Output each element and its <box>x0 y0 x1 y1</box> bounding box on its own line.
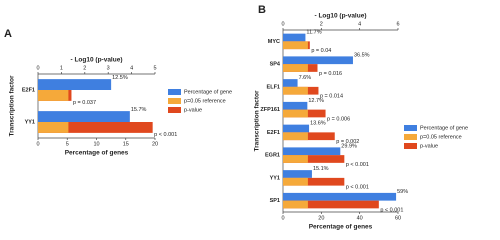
p-value-label: p = 0.04 <box>311 48 331 54</box>
legend-label: p=0.05 reference <box>184 98 226 104</box>
bar <box>38 79 112 90</box>
bar <box>283 192 397 201</box>
p-value-label: p = 0.002 <box>336 139 359 145</box>
bar <box>283 79 298 87</box>
y-axis-label: Transcription factor <box>254 90 261 152</box>
bar <box>38 122 153 133</box>
y-tick-label: MYC <box>268 39 280 45</box>
panel-label: B <box>258 4 266 16</box>
bar <box>38 111 130 122</box>
bar <box>283 56 353 65</box>
bar <box>283 132 308 141</box>
legend-label: p-value <box>184 107 202 113</box>
x-tick-label: 5 <box>66 141 69 147</box>
x2-axis-label: - Log10 (p-value) <box>70 57 122 64</box>
p-value-label: p < 0.001 <box>154 132 177 138</box>
value-label: 59% <box>397 189 408 195</box>
legend-label: p=0.05 reference <box>420 134 462 140</box>
p-value-label: p = 0.014 <box>320 94 343 100</box>
legend-swatch <box>168 89 181 95</box>
panel-label: A <box>4 28 12 40</box>
bar <box>283 200 379 209</box>
bar <box>283 33 306 42</box>
p-value-label: p < 0.001 <box>380 207 403 213</box>
value-label: 11.7% <box>306 30 321 36</box>
x2-tick-label: 4 <box>130 65 133 71</box>
y-tick-label: SP1 <box>270 198 280 204</box>
y-tick-label: E2F1 <box>267 130 280 136</box>
p-value-label: p = 0.037 <box>73 100 96 106</box>
value-label: 36.5% <box>354 52 370 58</box>
x-tick-label: 40 <box>357 215 363 221</box>
x2-tick-label: 4 <box>358 21 361 27</box>
x-tick-label: 15 <box>123 141 129 147</box>
bar <box>38 122 69 133</box>
y-tick-label: YY1 <box>25 119 35 125</box>
x-tick-label: 20 <box>152 141 158 147</box>
x2-tick-label: 5 <box>153 65 156 71</box>
value-label: 13.6% <box>310 121 326 127</box>
x-axis-label: Percentage of genes <box>65 150 129 157</box>
y-tick-label: ELF1 <box>267 84 280 90</box>
bar <box>283 124 310 133</box>
x2-tick-label: 6 <box>396 21 399 27</box>
legend-label: p-value <box>420 143 438 149</box>
x-tick-label: 60 <box>395 215 401 221</box>
bar <box>283 155 345 163</box>
y-tick-label: SP4 <box>270 62 281 68</box>
bar <box>283 147 341 156</box>
value-label: 29.9% <box>341 143 357 149</box>
value-label: 15.7% <box>131 107 147 113</box>
p-value-label: p < 0.001 <box>346 162 369 168</box>
legend-swatch <box>168 98 181 104</box>
y-tick-label: YY1 <box>270 175 280 181</box>
legend-swatch <box>404 125 417 131</box>
legend-swatch <box>404 143 417 149</box>
legend-label: Percentage of gene <box>184 89 232 95</box>
bar <box>38 90 69 101</box>
bar <box>283 86 308 95</box>
legend-swatch <box>404 134 417 140</box>
p-value-label: p = 0.006 <box>327 116 350 122</box>
x-tick-label: 10 <box>93 141 99 147</box>
value-label: 7.6% <box>299 75 312 81</box>
bar <box>283 155 308 163</box>
bar <box>283 177 345 186</box>
bar <box>283 132 335 141</box>
bar <box>283 101 308 110</box>
x2-tick-label: 1 <box>60 65 63 71</box>
y-tick-label: ZFP161 <box>260 107 280 113</box>
x2-tick-label: 2 <box>83 65 86 71</box>
x-tick-label: 0 <box>36 141 39 147</box>
y-tick-label: EGR1 <box>265 153 280 159</box>
p-value-label: p < 0.001 <box>346 185 369 191</box>
bar <box>283 109 308 118</box>
value-label: 12.7% <box>308 98 324 104</box>
bar <box>283 170 312 178</box>
x2-tick-label: 2 <box>320 21 323 27</box>
value-label: 15.1% <box>313 166 329 172</box>
legend-label: Percentage of gene <box>420 125 468 131</box>
value-label: 12.5% <box>112 75 128 81</box>
x2-tick-label: 3 <box>107 65 110 71</box>
bar <box>283 64 308 72</box>
bar <box>283 41 308 50</box>
y-axis-label: Transcription factor <box>9 75 16 137</box>
x2-tick-label: 0 <box>36 65 39 71</box>
bar <box>283 177 308 186</box>
x-tick-label: 0 <box>281 215 284 221</box>
legend-swatch <box>168 107 181 113</box>
x2-axis-label: - Log10 (p-value) <box>314 13 366 20</box>
x2-tick-label: 0 <box>281 21 284 27</box>
x-tick-label: 20 <box>318 215 324 221</box>
x-axis-label: Percentage of genes <box>309 224 373 231</box>
y-tick-label: E2F1 <box>22 87 35 93</box>
bar <box>283 200 308 209</box>
p-value-label: p = 0.016 <box>319 71 342 77</box>
